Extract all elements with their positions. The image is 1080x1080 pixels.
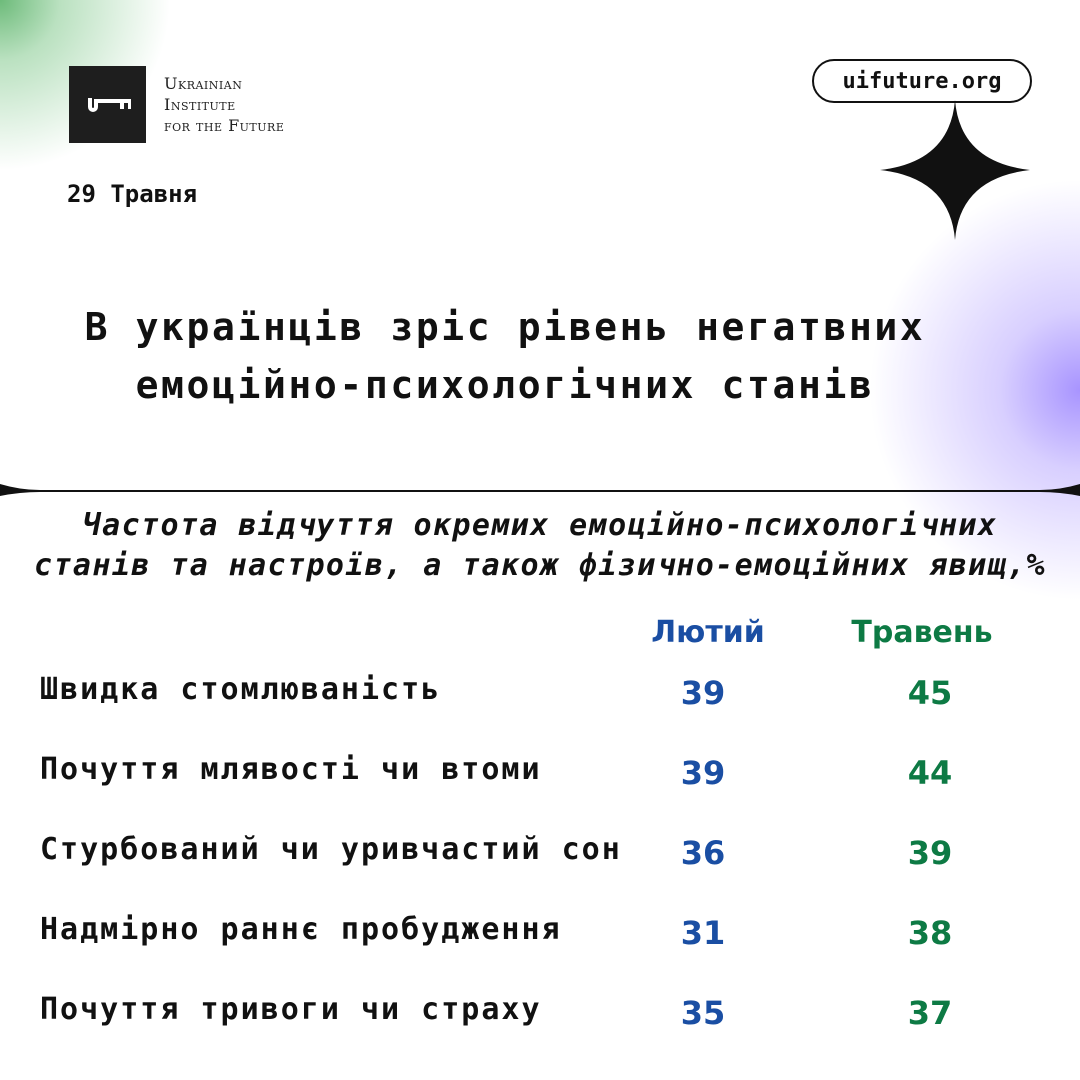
value-may: 44	[907, 754, 953, 792]
logo-line: for the Future	[164, 116, 285, 135]
logo-line: Institute	[164, 95, 236, 114]
value-february: 35	[680, 994, 726, 1032]
table-row: Почуття млявості чи втоми 39 44	[40, 752, 1040, 802]
value-february: 31	[680, 914, 726, 952]
subtitle-line: Частота відчуття окремих емоційно-психол…	[82, 508, 998, 543]
row-label: Швидка стомлюваність	[40, 672, 442, 707]
title-line: емоційно-психологічних станів	[135, 363, 875, 407]
title-line: В українців зріс рівень негатвних	[84, 305, 926, 349]
sparkle-star-icon	[880, 100, 1030, 240]
website-url[interactable]: uifuture.org	[812, 59, 1032, 103]
key-logo-icon	[69, 66, 146, 143]
divider-line	[0, 484, 1080, 496]
value-may: 38	[907, 914, 953, 952]
row-label: Надмірно раннє пробудження	[40, 912, 562, 947]
table-row: Надмірно раннє пробудження 31 38	[40, 912, 1040, 962]
row-label: Стурбований чи уривчастий сон	[40, 832, 622, 867]
logo-line: Ukrainian	[164, 74, 243, 93]
value-may: 39	[907, 834, 953, 872]
row-label: Почуття млявості чи втоми	[40, 752, 542, 787]
value-february: 39	[680, 754, 726, 792]
date-label: 29 Травня	[67, 180, 198, 208]
table-subtitle: Частота відчуття окремих емоційно-психол…	[0, 506, 1080, 586]
logo-wordmark: Ukrainian Institute for the Future	[164, 73, 284, 136]
value-february: 39	[680, 674, 726, 712]
table-row: Стурбований чи уривчастий сон 36 39	[40, 832, 1040, 882]
table-row: Швидка стомлюваність 39 45	[40, 672, 1040, 722]
row-label: Почуття тривоги чи страху	[40, 992, 542, 1027]
page-title: В українців зріс рівень негатвних емоцій…	[0, 298, 1010, 414]
column-header-february: Лютий	[651, 615, 765, 650]
column-header-may: Травень	[851, 615, 993, 650]
institute-logo: Ukrainian Institute for the Future	[69, 66, 284, 143]
value-may: 37	[907, 994, 953, 1032]
subtitle-line: станів та настроїв, а також фізично-емоц…	[34, 548, 1046, 583]
value-may: 45	[907, 674, 953, 712]
value-february: 36	[680, 834, 726, 872]
table-row: Почуття тривоги чи страху 35 37	[40, 992, 1040, 1042]
